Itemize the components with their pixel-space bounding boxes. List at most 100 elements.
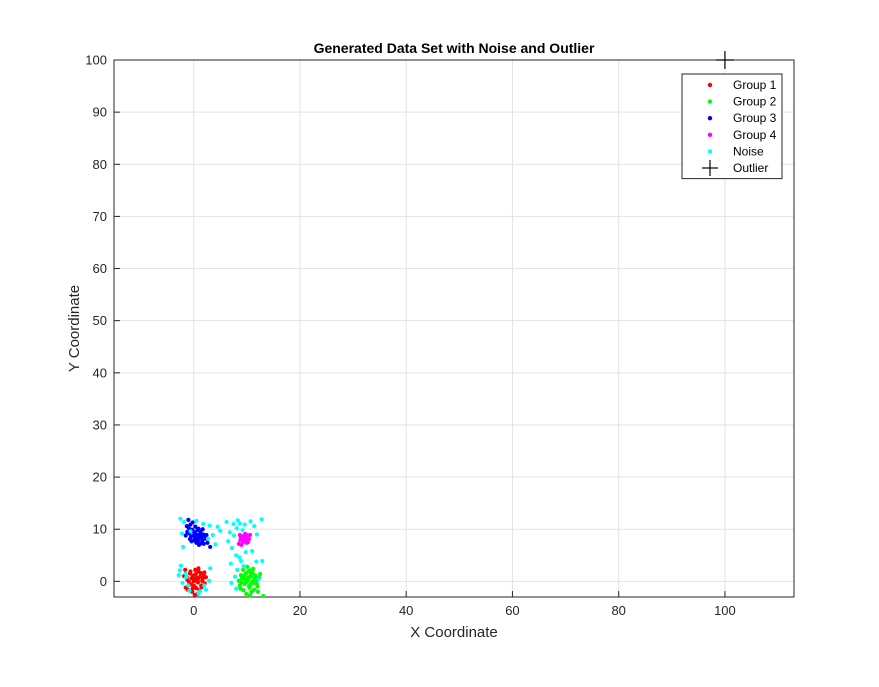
- data-point: [248, 519, 253, 524]
- x-axis-label: X Coordinate: [410, 624, 498, 641]
- series-group-1: [182, 566, 209, 598]
- data-point: [198, 570, 203, 576]
- data-point: [213, 542, 218, 547]
- data-point: [183, 567, 188, 572]
- legend-label: Outlier: [733, 161, 768, 175]
- data-point: [237, 583, 243, 588]
- data-point: [237, 532, 243, 538]
- data-point: [188, 522, 193, 527]
- data-point: [193, 567, 198, 572]
- data-point: [254, 532, 260, 537]
- data-point: [183, 571, 188, 576]
- y-tick-label: 80: [93, 157, 107, 172]
- data-point: [218, 528, 223, 533]
- y-tick-label: 50: [93, 313, 107, 328]
- data-point: [192, 537, 197, 542]
- data-point: [179, 531, 185, 536]
- data-point: [224, 519, 229, 525]
- data-point: [242, 574, 247, 579]
- data-point: [206, 578, 212, 583]
- data-point: [239, 580, 244, 585]
- data-point: [253, 573, 258, 578]
- data-point: [247, 532, 253, 538]
- data-point: [186, 583, 191, 588]
- data-point: [248, 572, 254, 577]
- data-point: [195, 577, 201, 582]
- data-point: [194, 518, 199, 523]
- data-point: [247, 593, 253, 598]
- data-point: [234, 553, 239, 558]
- data-point: [238, 558, 244, 564]
- data-point: [199, 541, 204, 546]
- data-point: [254, 581, 260, 587]
- data-point: [182, 519, 187, 525]
- legend-marker: [707, 116, 713, 121]
- y-tick-label: 30: [93, 417, 107, 432]
- legend-marker: [707, 82, 713, 88]
- legend-label: Noise: [733, 144, 764, 158]
- data-point: [259, 517, 264, 522]
- data-point: [250, 549, 255, 554]
- data-point: [205, 540, 210, 545]
- data-point: [245, 564, 250, 569]
- data-point: [188, 529, 193, 534]
- data-points: [176, 51, 734, 599]
- legend: Group 1 Group 2 Group 3 Group 4 Noise Outlier: [681, 73, 783, 180]
- data-point: [204, 532, 209, 538]
- data-point: [239, 542, 244, 547]
- data-point: [256, 577, 261, 582]
- data-point: [244, 591, 249, 596]
- data-point: [195, 539, 201, 544]
- data-point: [193, 524, 198, 529]
- data-point: [246, 569, 251, 574]
- legend-label: Group 2: [733, 95, 777, 109]
- data-point: [234, 586, 239, 591]
- data-point: [254, 559, 259, 564]
- data-point: [178, 563, 184, 568]
- data-point: [193, 571, 198, 577]
- data-point: [183, 533, 188, 538]
- data-point: [235, 567, 240, 572]
- series-outlier: [715, 51, 734, 69]
- data-point: [208, 544, 213, 550]
- data-point: [252, 523, 257, 529]
- data-point: [241, 588, 246, 593]
- data-point: [238, 586, 243, 591]
- data-point: [233, 574, 238, 579]
- data-point: [192, 592, 197, 598]
- data-point: [207, 523, 212, 528]
- y-tick-label: 40: [93, 365, 107, 380]
- series-group-3: [183, 517, 213, 550]
- legend-label: Group 3: [733, 111, 777, 125]
- data-point: [203, 575, 209, 580]
- legend-marker: [707, 99, 713, 104]
- data-point: [177, 568, 182, 573]
- data-point: [196, 591, 201, 596]
- data-point: [260, 558, 265, 564]
- data-point: [227, 530, 232, 535]
- data-point: [237, 555, 242, 560]
- data-point: [252, 576, 257, 581]
- data-point: [180, 544, 186, 550]
- data-point: [246, 575, 251, 580]
- data-point: [231, 533, 237, 538]
- legend-marker: [707, 149, 713, 154]
- x-tick-label: 0: [190, 603, 197, 618]
- x-tick-label: 20: [293, 603, 307, 618]
- data-point: [261, 593, 266, 599]
- data-point: [240, 528, 245, 533]
- data-point: [235, 518, 240, 523]
- data-point: [229, 580, 234, 586]
- series-noise: [176, 516, 265, 596]
- y-tick-label: 90: [93, 105, 107, 120]
- y-tick-label: 70: [93, 209, 107, 224]
- y-tick-label: 0: [100, 574, 107, 589]
- legend-label: Group 4: [733, 128, 777, 142]
- plot-area: [113, 59, 795, 598]
- data-point: [202, 570, 207, 575]
- data-point: [252, 587, 257, 592]
- data-point: [184, 523, 189, 529]
- x-tick-label: 60: [505, 603, 519, 618]
- data-point: [237, 521, 243, 526]
